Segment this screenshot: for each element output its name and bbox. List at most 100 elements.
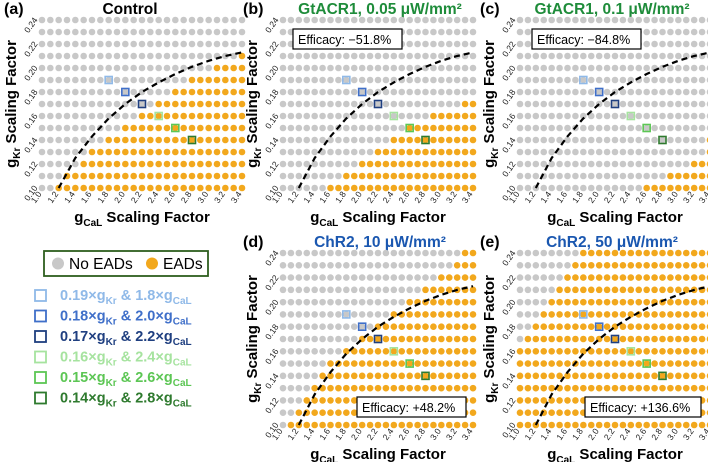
ead-point (406, 298, 413, 306)
x-tick-label: 1.8 (570, 189, 585, 205)
highlight-legend-swatch (34, 330, 47, 343)
no-ead-point (548, 88, 555, 96)
no-ead-point (138, 100, 146, 108)
ead-point (382, 160, 390, 168)
ead-point (698, 249, 706, 257)
ead-point (398, 148, 406, 156)
no-ead-point (374, 261, 382, 269)
no-ead-point (197, 40, 204, 48)
no-ead-point (587, 100, 595, 108)
ead-point (438, 360, 445, 367)
no-ead-point (540, 88, 548, 96)
no-ead-point (548, 184, 555, 192)
no-ead-point (366, 88, 374, 96)
ead-point (374, 160, 382, 168)
no-ead-point (532, 100, 540, 108)
ead-point (155, 172, 162, 180)
no-ead-point (80, 124, 87, 132)
no-ead-point (453, 76, 461, 84)
highlight-legend-label: 0.17×gKr & 2.2×gCaL (60, 329, 192, 348)
no-ead-point (122, 16, 129, 24)
no-ead-point (180, 52, 187, 60)
ead-point (366, 360, 374, 367)
ead-point (659, 286, 666, 294)
ead-point (398, 360, 406, 367)
no-ead-point (524, 88, 532, 96)
ead-point (445, 172, 453, 180)
no-ead-point (469, 64, 477, 72)
no-ead-point (230, 28, 237, 36)
no-ead-point (38, 100, 46, 108)
ead-point (548, 298, 555, 306)
no-ead-point (595, 52, 603, 60)
no-ead-point (343, 100, 350, 108)
highlight-legend-label: 0.16×gKr & 2.4×gCaL (60, 350, 192, 369)
no-ead-point (279, 372, 287, 380)
highlight-square-6 (421, 371, 430, 381)
ead-point (690, 160, 698, 168)
no-ead-point (675, 160, 682, 168)
no-ead-point (548, 172, 555, 180)
no-ead-point (548, 76, 555, 84)
highlight-square-2 (357, 87, 367, 97)
no-ead-point (532, 76, 540, 84)
no-ead-point (343, 88, 350, 96)
ead-point (651, 261, 658, 269)
ead-point (188, 172, 196, 180)
ead-point (374, 421, 382, 429)
no-ead-point (382, 88, 390, 96)
no-ead-point (366, 298, 374, 306)
ead-point (213, 172, 221, 180)
no-ead-point (343, 298, 350, 306)
ead-point (398, 136, 406, 144)
ead-point (188, 100, 196, 108)
no-ead-point (279, 136, 287, 144)
no-ead-point (55, 100, 62, 108)
no-ead-point (635, 52, 643, 60)
legend-no-eads-label: No EADs (69, 256, 133, 273)
no-ead-point (172, 52, 179, 60)
no-ead-point (667, 40, 674, 48)
highlight-legend-item: 0.15×gKr & 2.6×gCaL (34, 370, 192, 389)
no-ead-point (675, 112, 682, 120)
ead-point (180, 160, 187, 168)
no-ead-point (287, 335, 295, 343)
no-ead-point (180, 40, 187, 48)
ead-point (80, 160, 87, 168)
ead-point (422, 172, 429, 180)
ead-point (469, 298, 477, 306)
no-ead-point (122, 76, 129, 84)
ead-point (548, 335, 555, 343)
highlight-square-3 (137, 99, 147, 109)
ead-point (390, 172, 398, 180)
no-ead-point (138, 64, 146, 72)
no-ead-point (548, 274, 555, 281)
ead-point (469, 384, 477, 392)
no-ead-point (279, 160, 287, 168)
ead-point (675, 335, 682, 343)
no-ead-point (516, 323, 524, 331)
no-ead-point (659, 16, 666, 24)
gkr-sub: Kr (106, 399, 117, 410)
ead-point (595, 421, 603, 429)
no-ead-point (47, 88, 54, 96)
no-ead-point (667, 64, 674, 72)
ead-point (188, 124, 196, 132)
ead-point (690, 384, 698, 392)
times-sign-2: ×g (155, 309, 172, 325)
no-ead-point (311, 335, 318, 343)
ead-point (97, 172, 104, 180)
no-ead-point (319, 261, 326, 269)
no-ead-point (63, 136, 71, 144)
ead-point (461, 249, 469, 257)
y-tick-label: 0.14 (263, 371, 281, 391)
no-ead-point (303, 184, 311, 192)
no-ead-point (343, 274, 350, 281)
boundary-curve (297, 51, 474, 189)
no-ead-point (587, 172, 595, 180)
no-ead-point (667, 112, 674, 120)
ead-point (213, 136, 221, 144)
no-ead-point (564, 64, 571, 72)
ead-point (532, 335, 540, 343)
no-ead-point (667, 16, 674, 24)
